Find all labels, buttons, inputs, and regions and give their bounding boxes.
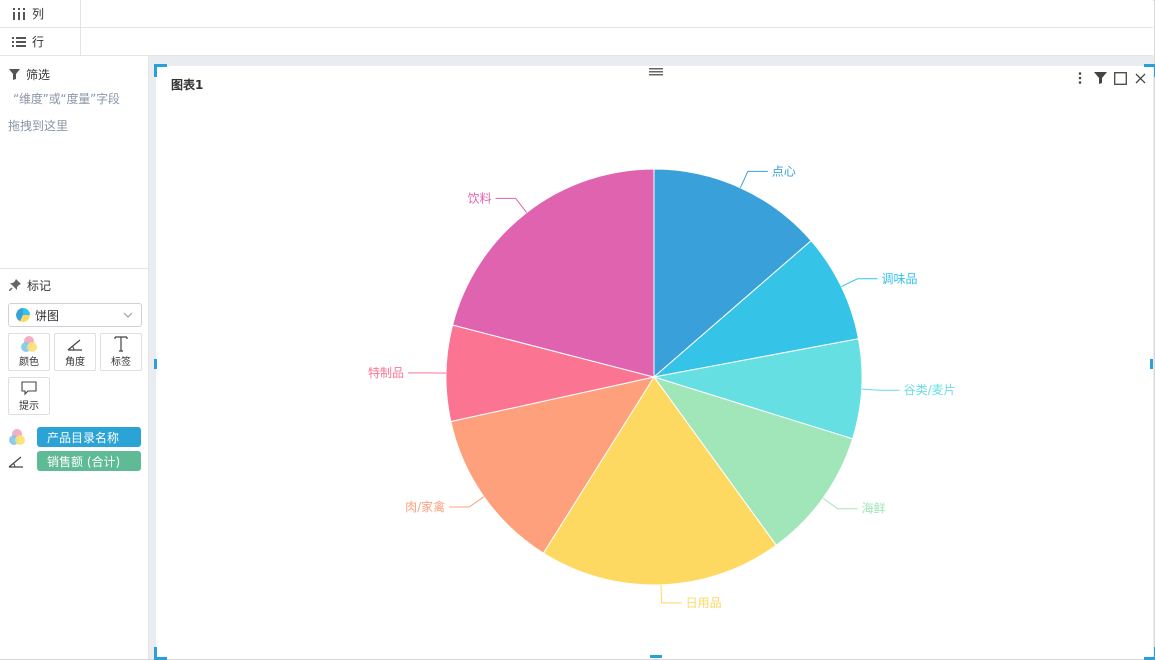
- drag-grip-icon[interactable]: [649, 68, 663, 76]
- pie-label-leader: [449, 496, 485, 508]
- color-palette-icon: [20, 334, 38, 353]
- pie-chart-icon: [16, 308, 30, 322]
- chart-type-select[interactable]: 饼图: [8, 303, 142, 327]
- columns-label: 列: [32, 7, 45, 21]
- pie-slice[interactable]: [653, 168, 812, 379]
- pie-slice-label: 日用品: [686, 596, 722, 610]
- marks-title: 标记: [27, 278, 52, 293]
- resize-handle-top-left[interactable]: [154, 64, 167, 77]
- resize-handle-left[interactable]: [154, 359, 157, 369]
- filter-hint-line1: “维度”或“度量”字段: [13, 92, 120, 106]
- color-field-row: 产品目录名称: [8, 427, 142, 447]
- marks-header: 标记: [0, 275, 148, 295]
- chevron-down-icon: [123, 312, 133, 318]
- pie-label-leader: [822, 497, 858, 510]
- color-encoding-icon: [8, 428, 28, 446]
- pie-slice[interactable]: [653, 338, 863, 440]
- color-mark-label: 颜色: [19, 357, 39, 368]
- pie-slice-label: 点心: [772, 164, 796, 178]
- marks-section: 标记 饼图 颜色 角度 标签: [0, 275, 148, 471]
- tooltip-mark-label: 提示: [19, 401, 39, 412]
- close-icon[interactable]: [1132, 70, 1148, 86]
- angle-encoding-icon: [8, 454, 28, 468]
- columns-shelf[interactable]: 列: [0, 0, 1153, 28]
- pie-label-leader: [495, 197, 528, 213]
- resize-handle-bottom-left[interactable]: [154, 647, 167, 660]
- pie-label-leader: [841, 278, 878, 288]
- pie-slice-label: 海鲜: [862, 501, 886, 516]
- pie-label-leader: [739, 170, 768, 188]
- filter-icon: [9, 68, 20, 80]
- pie-slice-label: 谷类/麦片: [904, 383, 956, 397]
- rows-shelf[interactable]: 行: [0, 28, 1153, 56]
- pie-slice-label: 特制品: [368, 365, 404, 380]
- columns-icon: [12, 7, 26, 20]
- chart-filter-icon[interactable]: [1092, 70, 1108, 86]
- text-label-icon: [114, 334, 128, 353]
- pie-label-leader: [861, 388, 900, 391]
- pie-label-leader: [660, 584, 682, 604]
- pie-slice[interactable]: [445, 324, 655, 423]
- angle-field-pill[interactable]: 销售额 (合计): [37, 451, 141, 471]
- filter-title: 筛选: [26, 67, 51, 82]
- angle-mark-button[interactable]: 角度: [54, 333, 96, 371]
- angle-field-row: 销售额 (合计): [8, 451, 142, 471]
- filter-hint-line2: 拖拽到这里: [8, 119, 69, 133]
- label-mark-button[interactable]: 标签: [100, 333, 142, 371]
- left-panel: 筛选 “维度”或“度量”字段 拖拽到这里 标记 饼图 颜色: [0, 56, 149, 659]
- angle-mark-label: 角度: [65, 357, 85, 368]
- pie-slice[interactable]: [450, 376, 656, 554]
- columns-shelf-label: 列: [0, 0, 81, 27]
- label-mark-label: 标签: [111, 357, 131, 368]
- pie-slice[interactable]: [652, 239, 860, 378]
- angle-icon: [67, 334, 83, 353]
- section-divider: [0, 268, 148, 269]
- pie-slice[interactable]: [451, 168, 655, 378]
- chart-toolbar: [1072, 70, 1148, 86]
- resize-handle-right[interactable]: [1150, 359, 1153, 369]
- rows-icon: [12, 36, 26, 48]
- color-mark-button[interactable]: 颜色: [8, 333, 50, 371]
- more-options-icon[interactable]: [1072, 70, 1088, 86]
- pie-slice-label: 饮料: [468, 191, 492, 205]
- rows-label: 行: [32, 35, 45, 49]
- filter-header: 筛选: [0, 64, 148, 84]
- pie-slice-label: 调味品: [882, 272, 918, 286]
- color-field-pill[interactable]: 产品目录名称: [37, 427, 141, 447]
- pie-slice-label: 肉/家禽: [405, 499, 445, 514]
- speech-bubble-icon: [21, 378, 37, 397]
- rows-shelf-label: 行: [0, 28, 81, 55]
- pie-slice[interactable]: [542, 376, 777, 586]
- filter-section[interactable]: 筛选 “维度”或“度量”字段 拖拽到这里: [0, 64, 148, 134]
- maximize-icon[interactable]: [1112, 70, 1128, 86]
- tooltip-mark-button[interactable]: 提示: [8, 377, 50, 415]
- pin-icon: [9, 279, 21, 291]
- chart-type-value: 饼图: [35, 308, 60, 323]
- chart-title: 图表1: [171, 78, 204, 92]
- resize-handle-bottom[interactable]: [650, 655, 662, 658]
